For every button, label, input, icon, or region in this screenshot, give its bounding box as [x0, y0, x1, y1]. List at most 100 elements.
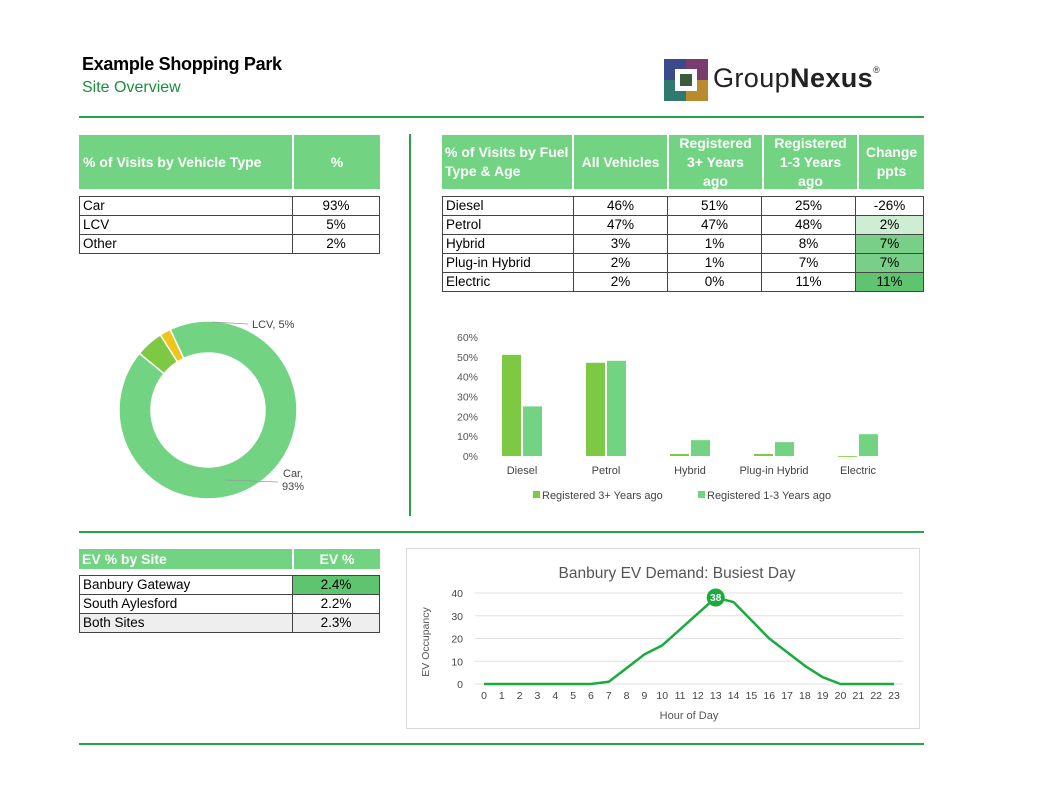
line-x-tick: 8	[624, 690, 630, 702]
bar-y-tick: 0%	[463, 451, 478, 463]
line-x-tick: 10	[656, 690, 668, 702]
table-row: Electric 2% 0% 11% 11%	[442, 272, 924, 292]
table-row: Banbury Gateway 2.4%	[79, 575, 380, 595]
bar-y-tick: 30%	[457, 392, 478, 404]
bar-diesel-s1	[502, 354, 521, 456]
line-y-tick: 40	[451, 588, 463, 600]
table-row: Car 93%	[79, 196, 380, 216]
line-y-tick: 20	[451, 634, 463, 646]
line-x-tick: 4	[552, 690, 558, 702]
table-row: Hybrid 3% 1% 8% 7%	[442, 234, 924, 254]
fuel-table-header-label: % of Visits by Fuel Type & Age	[442, 135, 572, 189]
line-x-tick: 18	[799, 690, 811, 702]
fuel-age-bar-chart: 0% 10% 20% 30% 40% 50% 60% Diesel Petrol Hybrid Pl…	[457, 332, 878, 502]
line-x-tick: 3	[535, 690, 541, 702]
line-x-tick: 19	[817, 690, 829, 702]
donut-leader-line	[211, 321, 249, 325]
bottom-divider	[79, 743, 924, 745]
page-title: Example Shopping Park	[82, 54, 282, 74]
top-divider	[79, 116, 924, 118]
fuel-table-header-r3: Registered 3+ Years ago	[669, 135, 762, 189]
line-x-tick: 1	[499, 690, 505, 702]
logo-text: GroupNexus®	[713, 63, 881, 93]
fuel-table-header-change: Change ppts	[859, 135, 924, 189]
bar-petrol-s2	[607, 360, 626, 456]
table-row: Plug-in Hybrid 2% 1% 7% 7%	[442, 253, 924, 273]
donut-label-car-value: 93%	[282, 481, 304, 493]
table-row: Diesel 46% 51% 25% -26%	[442, 196, 924, 216]
vehicle-type-donut-chart: LCV, 5% Car,93%	[118, 319, 304, 500]
ev-table-header-site: EV % by Site	[79, 549, 292, 569]
line-x-axis-label: Hour of Day	[660, 710, 719, 722]
logo-mark-icon	[664, 59, 708, 101]
line-y-axis-label: EV Occupancy	[420, 607, 432, 677]
table-row: LCV 5%	[79, 215, 380, 235]
line-x-tick: 2	[517, 690, 523, 702]
bar-electric-s2	[859, 434, 878, 456]
vehicle-table-header-label: % of Visits by Vehicle Type	[79, 135, 292, 189]
bar-x-tick: Petrol	[592, 465, 621, 477]
vehicle-table-header-pct: %	[294, 135, 380, 189]
donut-leader-line	[224, 479, 279, 483]
line-y-tick: 30	[451, 611, 463, 623]
line-x-tick: 14	[728, 690, 740, 702]
peak-label: 38	[710, 593, 722, 604]
vehicle-type-table: Car 93% LCV 5% Other 2%	[79, 196, 380, 254]
line-x-tick: 11	[675, 690, 686, 702]
table-row: Other 2%	[79, 234, 380, 254]
line-x-tick: 7	[606, 690, 612, 702]
line-x-tick: 5	[570, 690, 576, 702]
donut-slice-car	[118, 320, 298, 500]
bar-x-tick: Hybrid	[674, 465, 706, 477]
bar-legend-label: Registered 3+ Years ago	[542, 490, 663, 502]
line-x-tick: 12	[692, 690, 704, 702]
bar-y-tick: 10%	[457, 431, 478, 443]
page-subtitle: Site Overview	[82, 79, 181, 96]
bar-legend-swatch	[698, 491, 705, 498]
middle-divider	[409, 134, 411, 516]
table-row: South Aylesford 2.2%	[79, 594, 380, 614]
ev-demand-chart-box: Banbury EV Demand: Busiest Day 0 10 20 30 40 0…	[406, 548, 920, 729]
ev-table-header-pct: EV %	[294, 549, 380, 569]
line-x-tick: 6	[588, 690, 594, 702]
bar-y-tick: 50%	[457, 352, 478, 364]
bar-hybrid-s2	[691, 440, 710, 456]
bar-legend-label: Registered 1-3 Years ago	[707, 490, 831, 502]
table-row: Both Sites 2.3%	[79, 613, 380, 633]
ev-demand-line-chart: Banbury EV Demand: Busiest Day 0 10 20 30 40 0…	[420, 565, 903, 722]
donut-label-lcv: LCV, 5%	[252, 319, 295, 331]
line-y-tick: 10	[451, 656, 463, 668]
line-y-tick: 0	[457, 679, 463, 691]
line-x-tick: 23	[888, 690, 900, 702]
donut-label-car: Car,	[283, 468, 303, 480]
line-x-tick: 16	[763, 690, 775, 702]
line-x-tick: 15	[746, 690, 758, 702]
line-x-tick: 21	[853, 690, 865, 702]
fuel-type-table: Diesel 46% 51% 25% -26% Petrol 47% 47% 48% 2% Hy…	[442, 196, 924, 292]
bar-y-tick: 20%	[457, 411, 478, 423]
bar-plug-in-hybrid-s2	[775, 442, 794, 456]
ev-site-table: Banbury Gateway 2.4% South Aylesford 2.2% …	[79, 575, 380, 633]
line-x-tick: 20	[835, 690, 847, 702]
line-x-tick: 22	[870, 690, 882, 702]
fuel-table-header-r1: Registered 1-3 Years ago	[764, 135, 857, 189]
bar-x-tick: Electric	[840, 465, 877, 477]
line-x-tick: 13	[710, 690, 722, 702]
bar-hybrid-s1	[670, 454, 689, 456]
mid-divider	[79, 531, 924, 533]
bar-legend-swatch	[533, 491, 540, 498]
bar-plug-in-hybrid-s1	[754, 454, 773, 456]
ev-demand-series-line	[484, 596, 894, 686]
peak-marker	[706, 588, 725, 607]
line-x-tick: 9	[642, 690, 648, 702]
bar-diesel-s2	[523, 406, 542, 456]
bar-x-tick: Plug-in Hybrid	[739, 465, 808, 477]
bar-x-tick: Diesel	[507, 465, 538, 477]
bar-y-tick: 40%	[457, 372, 478, 384]
table-row: Petrol 47% 47% 48% 2%	[442, 215, 924, 235]
fuel-table-header-all: All Vehicles	[574, 135, 667, 189]
donut-slice-other	[159, 328, 185, 363]
line-x-tick: 0	[481, 690, 487, 702]
line-x-tick: 17	[781, 690, 793, 702]
bar-electric-s1	[838, 456, 857, 457]
